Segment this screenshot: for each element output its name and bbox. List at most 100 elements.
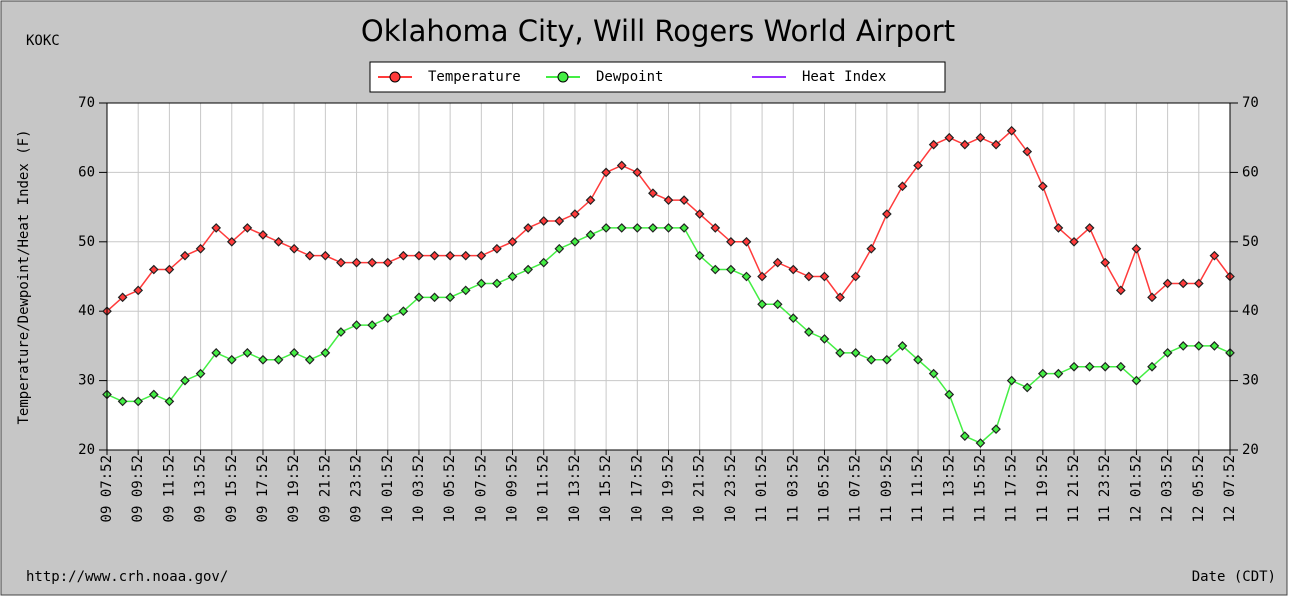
x-tick-label: 10 07:52 bbox=[473, 455, 489, 522]
data-point bbox=[928, 139, 939, 150]
legend-label: Dewpoint bbox=[596, 69, 663, 85]
data-point bbox=[226, 354, 237, 365]
data-point bbox=[726, 236, 736, 247]
data-point bbox=[382, 257, 393, 268]
data-point bbox=[133, 396, 144, 407]
x-tick-label: 12 03:52 bbox=[1160, 455, 1176, 522]
x-tick-label: 12 07:52 bbox=[1222, 455, 1238, 522]
data-point bbox=[1084, 223, 1095, 233]
data-point bbox=[741, 271, 752, 282]
data-point bbox=[804, 271, 814, 282]
x-tick-label: 11 05:52 bbox=[816, 455, 832, 522]
data-point bbox=[460, 250, 471, 261]
data-point bbox=[850, 347, 861, 358]
data-point bbox=[336, 327, 346, 337]
data-point bbox=[1131, 243, 1142, 254]
y2-tick-label: 30 bbox=[1242, 373, 1259, 389]
data-point bbox=[1084, 361, 1095, 372]
data-point bbox=[414, 292, 424, 303]
data-point bbox=[226, 236, 237, 247]
legend-label: Temperature bbox=[428, 69, 521, 85]
x-tick-label: 09 15:52 bbox=[224, 455, 240, 522]
legend-label: Heat Index bbox=[802, 69, 886, 85]
data-point bbox=[601, 223, 611, 233]
data-point bbox=[866, 354, 877, 365]
data-point bbox=[1162, 347, 1173, 358]
data-point bbox=[211, 347, 222, 358]
data-point bbox=[694, 250, 705, 261]
data-point bbox=[1006, 375, 1017, 386]
x-tick-label: 09 13:52 bbox=[193, 455, 209, 522]
data-point bbox=[570, 209, 580, 219]
data-point bbox=[460, 285, 471, 296]
legend-marker bbox=[557, 71, 569, 83]
y2-tick-label: 60 bbox=[1242, 164, 1259, 180]
data-point bbox=[570, 236, 580, 247]
data-point bbox=[507, 271, 518, 282]
data-point bbox=[741, 236, 752, 247]
data-point bbox=[991, 139, 1001, 150]
data-point bbox=[819, 271, 830, 282]
data-point bbox=[616, 223, 627, 233]
data-point bbox=[507, 236, 518, 247]
x-tick-label: 10 15:52 bbox=[598, 455, 614, 522]
data-point bbox=[788, 313, 799, 323]
data-point bbox=[242, 347, 253, 358]
data-point bbox=[835, 292, 845, 303]
data-point bbox=[195, 243, 206, 254]
data-point bbox=[959, 431, 970, 441]
x-tick-label: 11 03:52 bbox=[785, 455, 801, 522]
data-point bbox=[1178, 341, 1189, 351]
data-point bbox=[1069, 361, 1079, 372]
data-point bbox=[1100, 257, 1111, 268]
data-point bbox=[835, 347, 845, 358]
data-point bbox=[492, 243, 502, 254]
data-point bbox=[382, 313, 393, 323]
x-tick-label: 09 19:52 bbox=[286, 455, 302, 522]
x-tick-label: 10 17:52 bbox=[629, 455, 645, 522]
data-point bbox=[117, 292, 128, 303]
plot-frame bbox=[106, 102, 1231, 451]
data-point bbox=[1162, 278, 1173, 289]
y-tick-label: 40 bbox=[78, 303, 95, 319]
data-point bbox=[523, 264, 533, 275]
x-tick-label: 10 05:52 bbox=[442, 455, 458, 522]
data-point bbox=[476, 250, 487, 261]
data-point bbox=[554, 243, 565, 254]
x-tick-label: 12 05:52 bbox=[1191, 455, 1207, 522]
x-tick-label: 12 01:52 bbox=[1128, 455, 1144, 522]
data-point bbox=[897, 181, 908, 192]
x-tick-label: 11 13:52 bbox=[941, 455, 957, 522]
data-point bbox=[367, 257, 378, 268]
x-tick-label: 09 17:52 bbox=[255, 455, 271, 522]
data-point bbox=[694, 209, 705, 219]
data-point bbox=[866, 243, 877, 254]
data-point bbox=[351, 320, 362, 330]
x-tick-label: 09 23:52 bbox=[349, 455, 365, 522]
x-tick-label: 10 09:52 bbox=[505, 455, 521, 522]
x-tick-label: 11 19:52 bbox=[1035, 455, 1051, 522]
data-point bbox=[1037, 368, 1048, 379]
data-point bbox=[663, 223, 674, 233]
data-point bbox=[429, 250, 440, 261]
data-point bbox=[710, 264, 721, 275]
data-point bbox=[320, 250, 331, 261]
data-point bbox=[1178, 278, 1189, 289]
data-point bbox=[523, 223, 533, 233]
data-point bbox=[882, 209, 892, 219]
y2-tick-label: 70 bbox=[1242, 95, 1259, 111]
x-tick-label: 11 09:52 bbox=[879, 455, 895, 522]
y2-tick-label: 50 bbox=[1242, 234, 1259, 250]
data-point bbox=[959, 139, 970, 150]
data-point bbox=[538, 216, 549, 226]
data-point bbox=[897, 341, 908, 351]
x-tick-label: 10 19:52 bbox=[661, 455, 677, 522]
data-point bbox=[882, 354, 892, 365]
data-point bbox=[601, 167, 611, 178]
data-point bbox=[585, 195, 596, 206]
data-point bbox=[850, 271, 861, 282]
data-point bbox=[757, 271, 767, 282]
data-point bbox=[414, 250, 424, 261]
station: KOKC bbox=[26, 33, 60, 49]
data-point bbox=[273, 236, 284, 247]
